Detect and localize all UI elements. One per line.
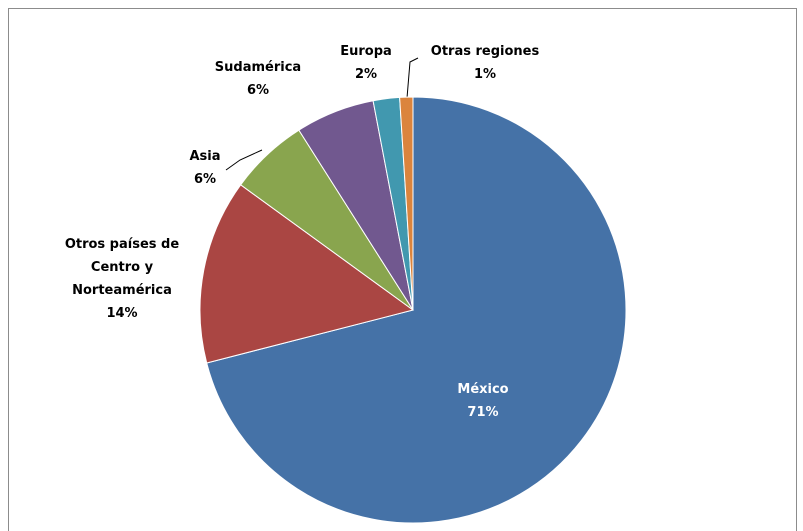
value-label: 1% (473, 67, 497, 82)
value-label: 6% (193, 172, 217, 187)
category-label: Otras regiones (430, 44, 540, 59)
leader-line (225, 149, 263, 171)
category-label: Asia (189, 149, 221, 164)
slice-label: Europa 2% (340, 40, 392, 86)
pie-slice (199, 184, 415, 364)
slice-label: México 71% (457, 378, 508, 424)
pie-slice (206, 96, 627, 524)
value-label: 6% (246, 83, 270, 98)
category-label: Europa (340, 44, 392, 59)
slice-label: Otras regiones 1% (431, 40, 539, 86)
pie-slice (399, 96, 414, 311)
value-label: 2% (354, 67, 378, 82)
value-label: 71% (467, 405, 499, 420)
slice-label: Asia 6% (189, 145, 220, 191)
slice-label: Sudamérica 6% (215, 56, 301, 102)
slice-label: Otros países de Centro y Norteamérica 14% (47, 233, 197, 325)
value-label: 14% (106, 306, 138, 321)
leader-line (406, 57, 419, 99)
category-label: Otros países de Centro y Norteamérica (64, 237, 180, 298)
category-label: Sudamérica (214, 60, 302, 75)
category-label: México (457, 382, 509, 397)
